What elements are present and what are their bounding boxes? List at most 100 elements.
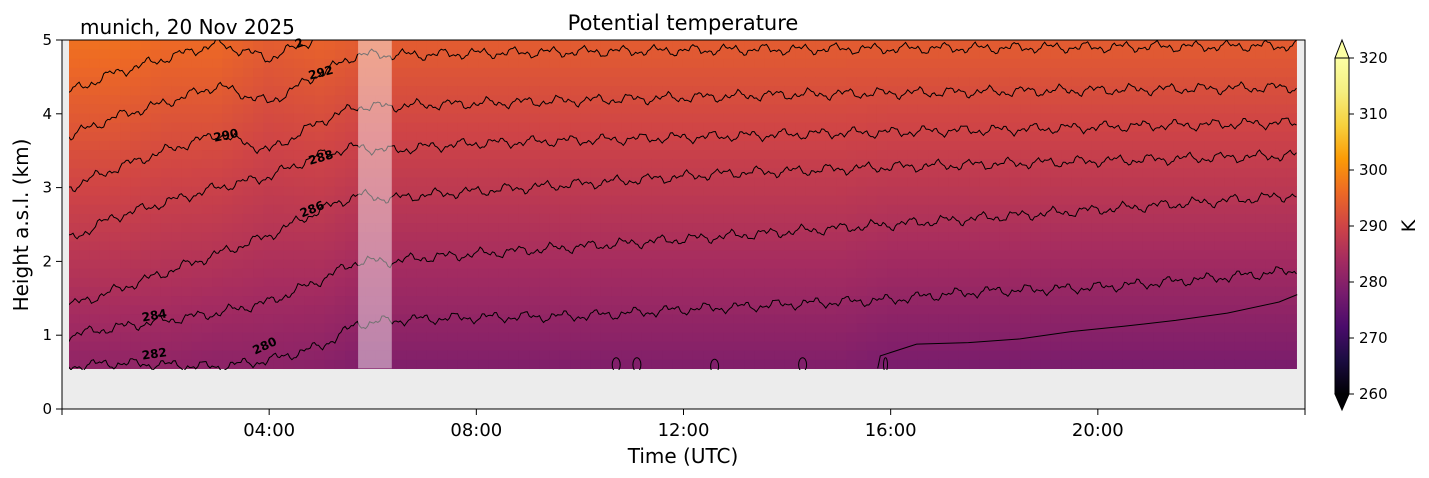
heatmap-cell <box>1245 240 1257 251</box>
heatmap-cell <box>1112 304 1124 315</box>
heatmap-cell <box>273 195 285 205</box>
heatmap-cell <box>887 76 899 87</box>
heatmap-cell <box>396 131 408 141</box>
y-axis-label: Height a.s.l. (km) <box>9 139 33 312</box>
heatmap-cell <box>703 322 714 333</box>
heatmap-cell <box>1234 149 1246 160</box>
heatmap-cell <box>1245 204 1257 214</box>
heatmap-cell <box>1194 140 1205 151</box>
heatmap-cell <box>1050 204 1062 214</box>
heatmap-cell <box>488 204 500 214</box>
heatmap-cell <box>355 313 367 324</box>
heatmap-cell <box>692 76 704 87</box>
heatmap-cell <box>263 204 275 214</box>
heatmap-cell <box>518 240 530 251</box>
heatmap-cell <box>641 40 653 50</box>
heatmap-cell <box>1265 149 1277 160</box>
heatmap-cell <box>437 304 448 315</box>
heatmap-cell <box>723 258 735 269</box>
heatmap-cell <box>672 49 684 59</box>
heatmap-cell <box>99 94 111 105</box>
heatmap-cell <box>426 258 438 269</box>
heatmap-cell <box>467 258 479 269</box>
heatmap-cell <box>437 167 448 178</box>
heatmap-cell <box>600 94 612 105</box>
heatmap-cell <box>181 231 193 242</box>
heatmap-cell <box>171 76 183 87</box>
heatmap-cell <box>1265 158 1277 169</box>
heatmap-cell <box>150 222 162 233</box>
heatmap-cell <box>89 40 101 50</box>
heatmap-cell <box>866 240 878 251</box>
heatmap-cell <box>498 103 510 114</box>
heatmap-cell <box>805 103 817 114</box>
heatmap-cell <box>191 204 203 214</box>
heatmap-cell <box>784 76 796 87</box>
heatmap-cell <box>723 268 735 278</box>
heatmap-cell <box>69 94 80 105</box>
heatmap-cell <box>201 258 213 269</box>
heatmap-cell <box>109 286 121 297</box>
heatmap-cell <box>907 158 919 169</box>
heatmap-cell <box>1265 195 1277 205</box>
heatmap-cell <box>703 49 714 59</box>
heatmap-cell <box>713 195 725 205</box>
heatmap-cell <box>1173 231 1185 242</box>
heatmap-cell <box>426 158 438 169</box>
heatmap-cell <box>242 322 254 333</box>
heatmap-cell <box>171 158 183 169</box>
heatmap-cell <box>1163 277 1175 287</box>
heatmap-cell <box>948 167 960 178</box>
heatmap-cell <box>79 149 90 160</box>
heatmap-cell <box>733 268 745 278</box>
heatmap-cell <box>150 122 162 132</box>
heatmap-cell <box>529 286 541 297</box>
heatmap-cell <box>242 140 254 151</box>
heatmap-cell <box>590 167 602 178</box>
heatmap-cell <box>887 213 899 224</box>
heatmap-cell <box>897 140 909 151</box>
heatmap-cell <box>846 58 858 68</box>
heatmap-cell <box>1245 268 1257 278</box>
heatmap-cell <box>1132 49 1144 59</box>
heatmap-cell <box>764 67 776 78</box>
heatmap-cell <box>437 240 448 251</box>
heatmap-cell <box>1183 49 1195 59</box>
heatmap-cell <box>631 222 643 233</box>
heatmap-cell <box>1071 313 1083 324</box>
heatmap-cell <box>99 158 111 169</box>
heatmap-cell <box>539 240 551 251</box>
y-tick-label: 1 <box>42 326 52 344</box>
heatmap-cell <box>662 195 674 205</box>
heatmap-cell <box>969 167 980 178</box>
heatmap-cell <box>488 313 500 324</box>
heatmap-cell <box>345 204 356 214</box>
heatmap-cell <box>815 258 827 269</box>
heatmap-cell <box>825 40 837 50</box>
heatmap-cell <box>386 176 397 187</box>
heatmap-cell <box>887 49 899 59</box>
heatmap-cell <box>958 304 970 315</box>
heatmap-cell <box>600 58 612 68</box>
heatmap-cell <box>733 131 745 141</box>
heatmap-cell <box>1245 112 1257 123</box>
heatmap-cell <box>580 231 592 242</box>
heatmap-cell <box>795 122 806 132</box>
heatmap-cell <box>1030 140 1042 151</box>
heatmap-cell <box>958 131 970 141</box>
heatmap-cell <box>733 313 745 324</box>
heatmap-cell <box>723 185 735 196</box>
heatmap-cell <box>876 149 888 160</box>
heatmap-cell <box>784 268 796 278</box>
heatmap-cell <box>692 49 704 59</box>
heatmap-cell <box>600 350 612 360</box>
heatmap-cell <box>324 240 336 251</box>
heatmap-cell <box>989 112 1001 123</box>
heatmap-cell <box>304 359 315 370</box>
heatmap-cell <box>488 131 500 141</box>
heatmap-cell <box>191 149 203 160</box>
heatmap-cell <box>334 49 346 59</box>
heatmap-cell <box>1204 341 1216 351</box>
heatmap-cell <box>1255 304 1267 315</box>
